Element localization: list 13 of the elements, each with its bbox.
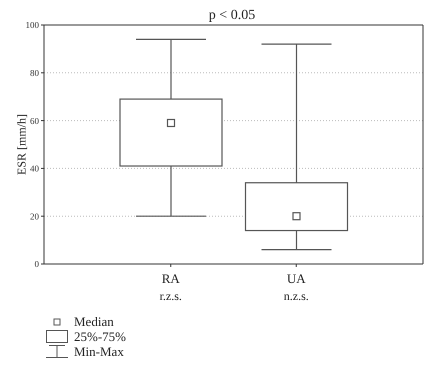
y-tick-label: 100 <box>26 20 40 30</box>
y-tick-label: 0 <box>34 259 40 270</box>
text: Median <box>74 314 114 329</box>
text: Min-Max <box>74 344 124 359</box>
x-tick-label: RA r.z.s. <box>160 271 182 303</box>
y-tick-label: 40 <box>30 164 40 174</box>
x-tick-label: UA n.z.s. <box>284 271 309 303</box>
y-tick-label: 60 <box>30 116 40 126</box>
chart-title: p < 0.05 <box>208 8 256 24</box>
y-axis-title: ESR [mm/h] <box>14 114 28 176</box>
y-tick-label: 80 <box>30 68 40 78</box>
text: 25%-75% <box>74 329 126 344</box>
y-tick-label: 20 <box>30 211 40 222</box>
